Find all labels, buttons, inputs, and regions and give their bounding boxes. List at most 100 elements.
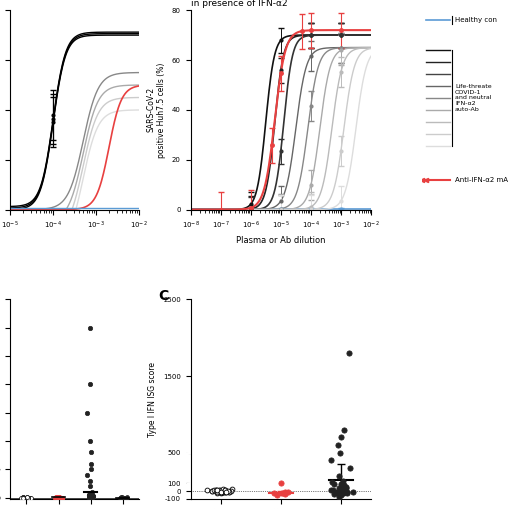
Point <box>118 493 126 501</box>
Point <box>334 472 343 480</box>
Point <box>337 480 346 489</box>
Point <box>122 493 130 501</box>
Point <box>57 494 65 502</box>
Point <box>336 480 345 488</box>
Point <box>24 494 33 502</box>
Point <box>88 494 96 502</box>
Point <box>85 491 93 499</box>
Point <box>218 488 226 496</box>
Point <box>337 433 345 441</box>
Point <box>54 493 63 501</box>
Point <box>212 488 220 496</box>
Point <box>22 494 31 502</box>
Point <box>228 485 236 493</box>
Point <box>341 483 349 491</box>
Point <box>86 324 94 332</box>
Point <box>329 490 337 498</box>
Point <box>22 493 31 501</box>
Point <box>121 494 129 502</box>
Point <box>26 493 34 501</box>
Point <box>122 494 130 502</box>
Y-axis label: SARS-CoV-2
positive Huh7.5 cells (%): SARS-CoV-2 positive Huh7.5 cells (%) <box>147 62 166 158</box>
Point <box>335 449 343 457</box>
Point <box>212 486 220 494</box>
Point <box>220 488 229 496</box>
Point <box>216 488 224 496</box>
Point <box>18 493 26 501</box>
Point <box>55 493 64 501</box>
Point <box>219 488 227 496</box>
Point <box>84 491 93 499</box>
Point <box>203 486 211 494</box>
Point <box>27 494 35 502</box>
Point <box>208 487 216 495</box>
Point <box>338 482 346 490</box>
Point <box>17 494 25 502</box>
Point <box>212 486 220 494</box>
Point <box>120 493 128 501</box>
Point <box>221 488 230 496</box>
Point <box>338 489 346 497</box>
Text: Anti-IFN-α2 mA: Anti-IFN-α2 mA <box>454 177 507 183</box>
Point <box>57 494 65 502</box>
Point <box>327 478 335 487</box>
Point <box>210 487 218 495</box>
Point <box>51 493 60 501</box>
Point <box>224 489 233 497</box>
Point <box>337 486 345 494</box>
Point <box>346 464 354 472</box>
Point <box>334 489 342 497</box>
Point <box>56 494 65 502</box>
Point <box>216 488 224 496</box>
Point <box>54 494 62 502</box>
Point <box>330 480 338 489</box>
Point <box>214 486 222 494</box>
Point <box>283 488 291 496</box>
Point <box>215 488 223 496</box>
Point <box>55 494 63 502</box>
Point <box>19 494 27 502</box>
Point <box>332 490 341 498</box>
Point <box>213 489 221 497</box>
Point <box>211 486 219 494</box>
Text: C: C <box>158 290 168 303</box>
Point <box>116 494 124 502</box>
Point <box>87 448 95 457</box>
Point <box>21 493 30 501</box>
Point <box>349 488 357 496</box>
Point <box>21 494 29 502</box>
Point <box>23 494 31 502</box>
Point <box>19 494 27 502</box>
Point <box>21 494 29 502</box>
Point <box>53 494 61 502</box>
Point <box>337 488 345 496</box>
Point <box>119 493 127 501</box>
Point <box>208 487 216 495</box>
Point <box>86 476 94 485</box>
Point <box>86 490 94 498</box>
Point <box>218 485 227 493</box>
Point <box>21 494 30 502</box>
Point <box>58 493 66 501</box>
Point <box>276 479 285 488</box>
Point <box>334 493 343 501</box>
Point <box>277 489 286 497</box>
Point <box>87 460 95 468</box>
Point <box>224 488 233 496</box>
Text: Healthy con: Healthy con <box>454 17 496 23</box>
Point <box>23 493 31 501</box>
Point <box>55 493 64 501</box>
Point <box>24 494 32 502</box>
Point <box>85 492 93 500</box>
Point <box>221 488 230 496</box>
Point <box>54 494 62 502</box>
Text: Life-threate
COVID-1
and neutral
IFN-α2
auto-Ab: Life-threate COVID-1 and neutral IFN-α2 … <box>454 84 491 112</box>
Point <box>116 493 124 501</box>
Point <box>87 492 95 500</box>
Point <box>220 486 229 494</box>
Point <box>89 492 97 500</box>
Point <box>86 483 94 491</box>
Text: 48h of viral infection
in presence of IFN-α2: 48h of viral infection in presence of IF… <box>190 0 287 8</box>
Point <box>59 494 67 502</box>
Point <box>21 494 29 502</box>
